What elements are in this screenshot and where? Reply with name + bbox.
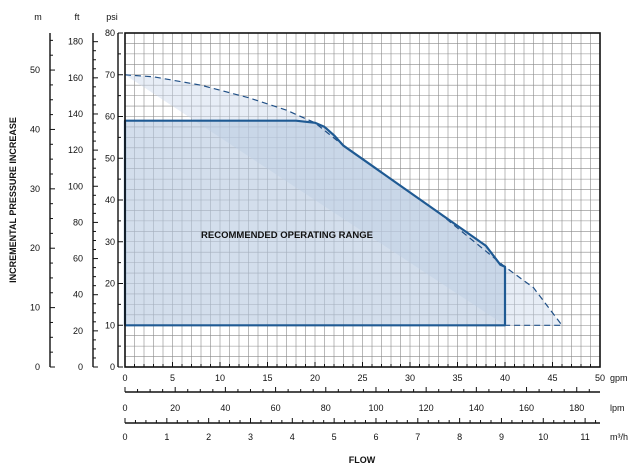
y-tick-label: 0 [78,362,83,372]
x-tick-label: 100 [368,403,383,413]
x-tick-label: 7 [415,432,420,442]
x-tick-label: 60 [271,403,281,413]
x-tick-label: 8 [457,432,462,442]
x-tick-label: 40 [500,373,510,383]
y-tick-label: 180 [68,37,83,47]
y-tick-label: 20 [73,326,83,336]
x-tick-label: 9 [499,432,504,442]
x-tick-label: 20 [310,373,320,383]
y-tick-label: 160 [68,73,83,83]
y-axis-title: INCREMENTAL PRESSURE INCREASE [8,117,18,283]
y-tick-label: 60 [105,112,115,122]
y-tick-label: 30 [105,237,115,247]
recommended-range-fill [125,120,505,326]
x-tick-label: 140 [469,403,484,413]
x-tick-label: 80 [321,403,331,413]
x-axis-unit-2: m³/h [610,432,628,442]
recommended-range-label: RECOMMENDED OPERATING RANGE [201,230,373,241]
y-tick-label: 50 [105,153,115,163]
y-tick-label: 30 [30,184,40,194]
x-tick-label: 2 [206,432,211,442]
y-tick-label: 80 [73,217,83,227]
y-tick-label: 60 [73,254,83,264]
recommended-range-curve [123,119,507,327]
y-axis-unit-1: ft [74,12,80,22]
x-tick-label: 3 [248,432,253,442]
x-tick-label: 45 [547,373,557,383]
y-tick-label: 120 [68,145,83,155]
x-tick-label: 20 [170,403,180,413]
x-tick-label: 4 [290,432,295,442]
x-tick-label: 6 [373,432,378,442]
y-tick-label: 10 [30,303,40,313]
plot-areas [123,74,564,327]
y-tick-label: 50 [30,65,40,75]
x-tick-label: 35 [452,373,462,383]
x-tick-label: 10 [538,432,548,442]
y-axis-unit-2: m [34,12,42,22]
y-tick-label: 10 [105,320,115,330]
x-tick-label: 50 [595,373,605,383]
y-tick-label: 80 [105,28,115,38]
x-tick-label: 0 [122,403,127,413]
y-tick-label: 20 [105,279,115,289]
y-tick-label: 100 [68,181,83,191]
x-tick-label: 0 [122,432,127,442]
y-tick-label: 40 [30,124,40,134]
y-tick-label: 40 [105,195,115,205]
y-tick-label: 70 [105,70,115,80]
y-axes: psi01020304050607080ft020406080100120140… [30,12,123,372]
x-tick-label: 120 [419,403,434,413]
x-tick-label: 40 [220,403,230,413]
y-tick-label: 0 [110,362,115,372]
x-tick-label: 11 [580,432,589,442]
y-tick-label: 140 [68,109,83,119]
x-tick-label: 1 [164,432,169,442]
x-tick-label: 25 [357,373,367,383]
y-tick-label: 40 [73,290,83,300]
x-tick-label: 180 [569,403,584,413]
x-axis-title: FLOW [349,455,376,465]
x-axis-unit-0: gpm [610,373,628,383]
x-tick-label: 30 [405,373,415,383]
x-tick-label: 15 [262,373,272,383]
y-axis-unit-0: psi [106,12,118,22]
x-tick-label: 0 [122,373,127,383]
y-tick-label: 0 [35,362,40,372]
x-axis-unit-1: lpm [610,403,625,413]
x-tick-label: 5 [332,432,337,442]
x-tick-label: 10 [215,373,225,383]
x-tick-label: 160 [519,403,534,413]
x-tick-label: 5 [170,373,175,383]
max-range-curve [124,74,564,326]
y-tick-label: 20 [30,243,40,253]
